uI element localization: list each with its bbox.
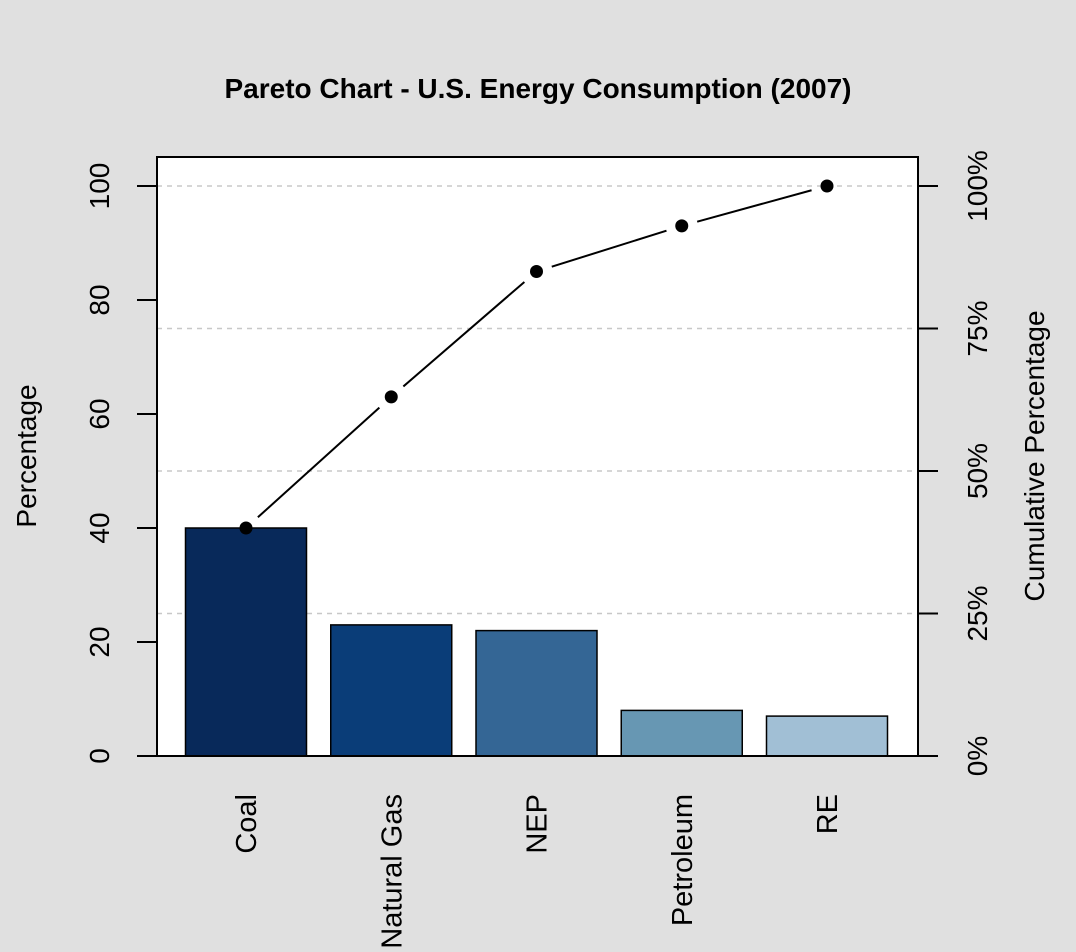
x-tick-label: RE <box>812 794 844 834</box>
y2-tick-label: 25% <box>962 585 993 641</box>
y-tick-label: 100 <box>84 163 115 210</box>
bar-petroleum <box>620 709 743 757</box>
cumulative-point <box>384 390 398 404</box>
y2-tick-label: 75% <box>962 300 993 356</box>
left-axis: 0 20 40 60 80 100 <box>84 163 157 764</box>
y2-axis-label: Cumulative Percentage <box>1019 310 1050 601</box>
x-tick-label: Petroleum <box>667 794 699 926</box>
cumulative-point <box>530 265 543 278</box>
y-tick-label: 20 <box>84 626 115 657</box>
x-tick-label: Coal <box>231 794 263 854</box>
x-tick-label: NEP <box>522 794 554 854</box>
y-tick-label: 60 <box>84 398 115 429</box>
bar-natural-gas <box>330 624 453 757</box>
cumulative-segment <box>257 406 381 519</box>
y-tick-label: 0 <box>84 748 115 764</box>
cumulative-segment <box>402 281 526 388</box>
bar-re <box>765 715 889 757</box>
cumulative-point <box>675 219 689 233</box>
y2-tick-label: 100% <box>962 150 993 222</box>
cumulative-point <box>820 179 834 193</box>
cumulative-segment <box>551 229 667 268</box>
gridlines <box>157 185 918 615</box>
chart-title: Pareto Chart - U.S. Energy Consumption (… <box>225 73 852 104</box>
bar-coal <box>184 527 308 757</box>
y-axis-label: Percentage <box>11 384 42 527</box>
x-tick-label: Natural Gas <box>376 794 408 949</box>
cumulative-point <box>239 521 253 535</box>
cumulative-line <box>239 179 834 535</box>
cumulative-segment <box>696 189 812 223</box>
bar-nep <box>475 629 598 757</box>
right-axis: 0% 25% 50% 75% 100% <box>918 150 993 776</box>
y-tick-label: 80 <box>84 284 115 315</box>
category-labels: Coal Natural Gas NEP Petroleum RE <box>231 794 844 949</box>
y2-tick-label: 0% <box>962 736 993 776</box>
y-tick-label: 40 <box>84 512 115 543</box>
y2-tick-label: 50% <box>962 443 993 499</box>
plot-frame <box>156 156 919 757</box>
